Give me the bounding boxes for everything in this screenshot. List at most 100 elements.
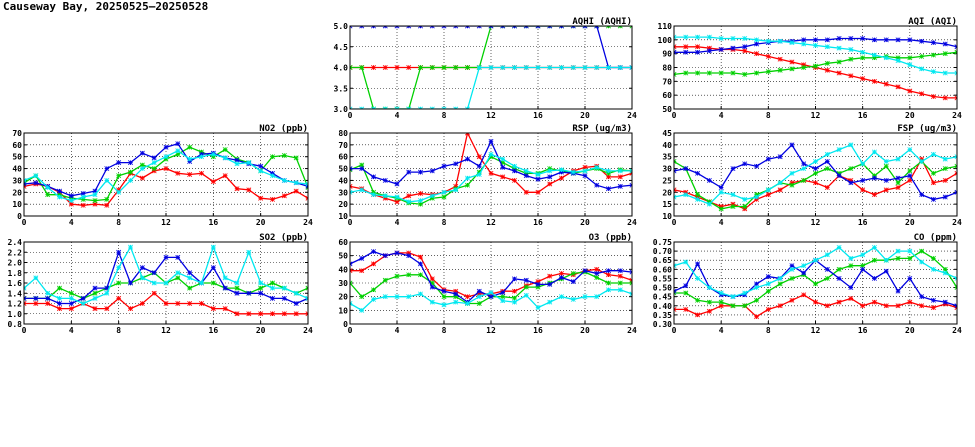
- x-tick-label: 16: [533, 326, 543, 335]
- data-point: [954, 154, 957, 160]
- data-point: [116, 265, 122, 271]
- x-tick-label: 0: [22, 218, 27, 227]
- data-point: [582, 164, 588, 170]
- data-point: [293, 290, 299, 296]
- y-tick-label: 40: [662, 141, 672, 150]
- data-point: [954, 189, 957, 195]
- data-point: [476, 65, 482, 70]
- data-point: [824, 252, 830, 258]
- y-tick-label: 30: [12, 176, 22, 185]
- y-tick-label: 70: [338, 141, 348, 150]
- data-point: [754, 37, 760, 43]
- data-point: [258, 168, 264, 174]
- data-point: [465, 156, 470, 162]
- data-point: [582, 65, 588, 70]
- data-point: [860, 55, 866, 61]
- x-tick-label: 4: [395, 218, 400, 227]
- data-point: [465, 301, 470, 306]
- x-tick-label: 12: [161, 218, 171, 227]
- y-tick-label: 0.8: [8, 320, 23, 329]
- data-point: [606, 272, 611, 278]
- data-point: [860, 161, 866, 167]
- x-tick-label: 24: [303, 326, 313, 335]
- data-point: [429, 168, 435, 174]
- data-point: [139, 275, 145, 281]
- plot-frame: [349, 241, 633, 325]
- y-tick-label: 15: [662, 200, 672, 209]
- data-point: [418, 65, 423, 70]
- data-point: [258, 280, 264, 286]
- data-point: [523, 26, 529, 29]
- data-point: [175, 170, 181, 176]
- data-point: [617, 174, 623, 180]
- data-point: [45, 290, 51, 296]
- data-point: [382, 106, 388, 109]
- data-point: [139, 301, 145, 306]
- data-point: [488, 65, 494, 70]
- data-point: [453, 299, 459, 305]
- x-tick-label: 12: [486, 218, 496, 227]
- data-point: [234, 161, 240, 167]
- data-point: [718, 35, 724, 41]
- data-point: [175, 141, 181, 147]
- data-point: [187, 301, 193, 306]
- data-point: [57, 285, 62, 291]
- data-point: [836, 45, 842, 51]
- data-point: [57, 295, 62, 301]
- data-point: [860, 76, 866, 82]
- data-point: [429, 193, 435, 199]
- x-tick-label: 4: [719, 326, 724, 335]
- data-point: [594, 182, 600, 188]
- data-point: [222, 173, 228, 179]
- data-point: [57, 301, 62, 306]
- series-group: [674, 34, 957, 101]
- y-tick-label: 110: [658, 22, 673, 31]
- data-point: [210, 244, 216, 250]
- data-point: [116, 295, 122, 301]
- data-point: [907, 255, 913, 261]
- data-point: [429, 106, 435, 109]
- data-point: [535, 176, 541, 182]
- data-point: [836, 299, 842, 305]
- data-point: [45, 192, 51, 198]
- data-point: [824, 303, 830, 309]
- data-point: [394, 26, 400, 29]
- data-point: [465, 26, 470, 29]
- data-point: [895, 58, 901, 64]
- data-point: [222, 155, 228, 161]
- data-point: [871, 175, 877, 181]
- data-point: [512, 295, 517, 301]
- data-point: [871, 37, 877, 43]
- data-point: [33, 275, 39, 281]
- data-point: [418, 291, 423, 297]
- data-point: [883, 55, 889, 61]
- data-point: [175, 254, 181, 260]
- series-group: [24, 244, 308, 317]
- data-point: [350, 189, 353, 195]
- x-tick-label: 4: [69, 326, 74, 335]
- data-point: [163, 280, 169, 286]
- data-point: [559, 175, 564, 181]
- x-tick-label: 24: [952, 218, 962, 227]
- data-point: [453, 291, 459, 297]
- data-point: [942, 41, 948, 47]
- data-point: [930, 255, 936, 261]
- data-point: [68, 301, 74, 306]
- data-point: [813, 166, 818, 172]
- data-point: [895, 84, 901, 90]
- data-point: [836, 70, 842, 76]
- data-point: [163, 254, 169, 260]
- data-point: [674, 288, 677, 294]
- data-point: [930, 170, 936, 176]
- data-point: [570, 296, 576, 302]
- x-tick-label: 8: [442, 218, 447, 227]
- x-tick-label: 8: [766, 326, 771, 335]
- data-point: [453, 106, 459, 109]
- data-point: [476, 26, 482, 29]
- y-tick-label: 50: [338, 252, 348, 261]
- data-point: [801, 270, 807, 276]
- y-tick-label: 90: [662, 50, 672, 59]
- data-point: [359, 255, 365, 261]
- data-point: [695, 34, 701, 40]
- data-point: [801, 292, 807, 298]
